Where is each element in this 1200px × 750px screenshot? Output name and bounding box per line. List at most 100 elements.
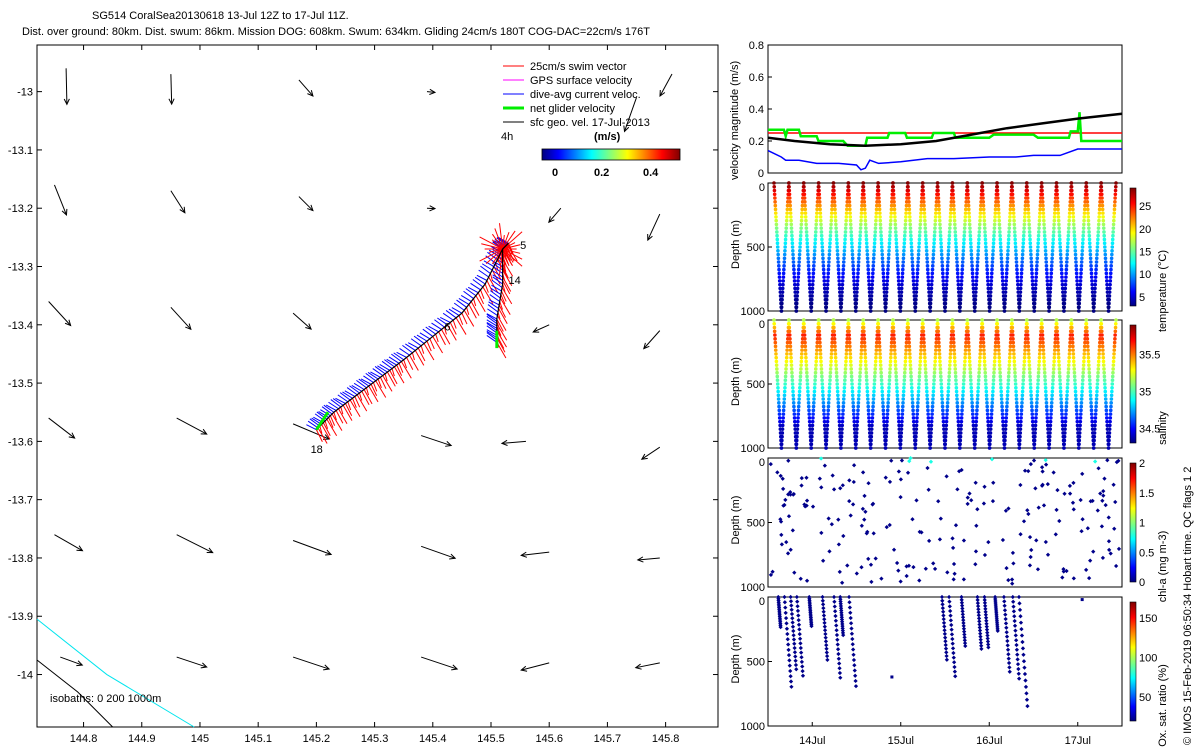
temperature-dot — [983, 233, 988, 238]
temperature-dot — [840, 282, 845, 287]
salinity-dot — [1097, 355, 1101, 360]
salinity-dot — [932, 370, 937, 375]
salinity-dot — [1011, 340, 1016, 345]
temperature-dot — [929, 294, 933, 298]
salinity-dot — [993, 352, 997, 356]
salinity-dot — [1063, 423, 1068, 428]
salinity-dot — [848, 348, 852, 352]
temperature-dot — [897, 286, 901, 291]
oxygen-dot — [1002, 603, 1007, 608]
temperature-dot — [782, 256, 787, 261]
temperature-dot — [1044, 260, 1049, 264]
salinity-dot — [841, 404, 846, 409]
temperature-dot — [1086, 222, 1091, 227]
salinity-dot — [881, 404, 885, 409]
oxygen-dot — [944, 650, 949, 655]
salinity-dot — [879, 367, 883, 371]
salinity-dot — [898, 446, 903, 450]
salinity-dot — [1052, 348, 1057, 352]
salinity-dot — [938, 359, 942, 364]
temperature-dot — [964, 203, 968, 208]
temperature-dot — [811, 275, 815, 279]
salinity-dot — [1017, 442, 1022, 447]
salinity-dot — [946, 382, 951, 386]
salinity-dot — [1058, 374, 1062, 379]
temperature-dot — [1000, 279, 1005, 283]
temperature-dot — [1014, 260, 1019, 264]
temperature-dot — [871, 267, 875, 272]
salinity-dot — [813, 370, 818, 375]
salinity-dot — [928, 438, 933, 443]
temperature-dot — [1072, 230, 1077, 234]
temperature-dot — [867, 282, 871, 287]
chla-dot — [1103, 503, 1108, 508]
salinity-dot — [789, 367, 794, 371]
oxygen-dot — [940, 598, 945, 603]
salinity-dot — [857, 385, 862, 390]
oxygen-dot — [952, 664, 957, 670]
chla-dot — [804, 475, 809, 480]
temperature-dot — [803, 215, 808, 219]
salinity-dot — [774, 363, 779, 367]
temperature-dot — [1019, 275, 1024, 279]
salinity-dot — [958, 438, 963, 443]
salinity-dot — [1110, 389, 1114, 394]
salinity-dot — [962, 370, 967, 375]
temperature-dot — [1004, 279, 1009, 283]
temperature-dot — [1044, 267, 1049, 272]
current-vector — [399, 347, 410, 356]
temperature-dot — [909, 237, 913, 242]
salinity-dot — [1014, 393, 1019, 398]
temperature-dot — [811, 271, 816, 276]
salinity-dot — [1041, 348, 1046, 352]
temperature-dot — [956, 275, 960, 279]
oxygen-dot — [948, 613, 953, 618]
temperature-dot — [1079, 260, 1084, 264]
swim-vector — [420, 345, 425, 354]
temperature-dot — [898, 309, 903, 313]
salinity-dot — [909, 378, 914, 383]
temperature-dot — [857, 256, 861, 261]
temperature-dot — [824, 301, 829, 306]
swim-vector — [496, 325, 502, 336]
salinity-dot — [819, 359, 823, 364]
temperature-dot — [862, 196, 866, 200]
temperature-dot — [1039, 181, 1044, 185]
temperature-dot — [922, 203, 926, 208]
chla-dot — [1105, 458, 1110, 463]
swim-vector — [449, 322, 457, 335]
temperature-dot — [937, 203, 941, 208]
chla-dot — [1039, 483, 1045, 488]
temperature-dot — [865, 252, 870, 257]
salinity-dot — [788, 348, 793, 352]
salinity-dot — [899, 438, 903, 443]
oxygen-dot — [823, 631, 828, 637]
salinity-dot — [1112, 340, 1117, 345]
salinity-dot — [1104, 408, 1109, 413]
salinity-dot — [860, 340, 864, 345]
current-vector — [413, 335, 425, 344]
salinity-dot — [1049, 401, 1054, 405]
temperature-dot — [1052, 211, 1057, 215]
temperature-dot — [829, 218, 834, 223]
salinity-dot — [863, 355, 868, 360]
salinity-dot — [984, 397, 989, 401]
oxygen-dot — [983, 612, 988, 617]
salinity-dot — [846, 321, 851, 326]
oxygen-dot — [1015, 662, 1021, 667]
swim-vector-fan — [502, 248, 523, 267]
salinity-dot — [923, 355, 927, 360]
temperature-dot — [975, 271, 979, 276]
salinity-dot — [869, 431, 874, 435]
temperature-dot — [917, 245, 921, 249]
temperature-dot — [884, 294, 889, 298]
salinity-dot — [973, 442, 977, 447]
temperature-dot — [915, 275, 920, 279]
temperature-dot — [1028, 248, 1033, 253]
salinity-dot — [824, 442, 829, 447]
temperature-dot — [896, 267, 900, 272]
map-ytick-label-2: -13.2 — [8, 203, 33, 215]
oxygen-dot — [984, 621, 989, 626]
temperature-dot — [911, 271, 915, 276]
temperature-dot — [961, 245, 966, 249]
